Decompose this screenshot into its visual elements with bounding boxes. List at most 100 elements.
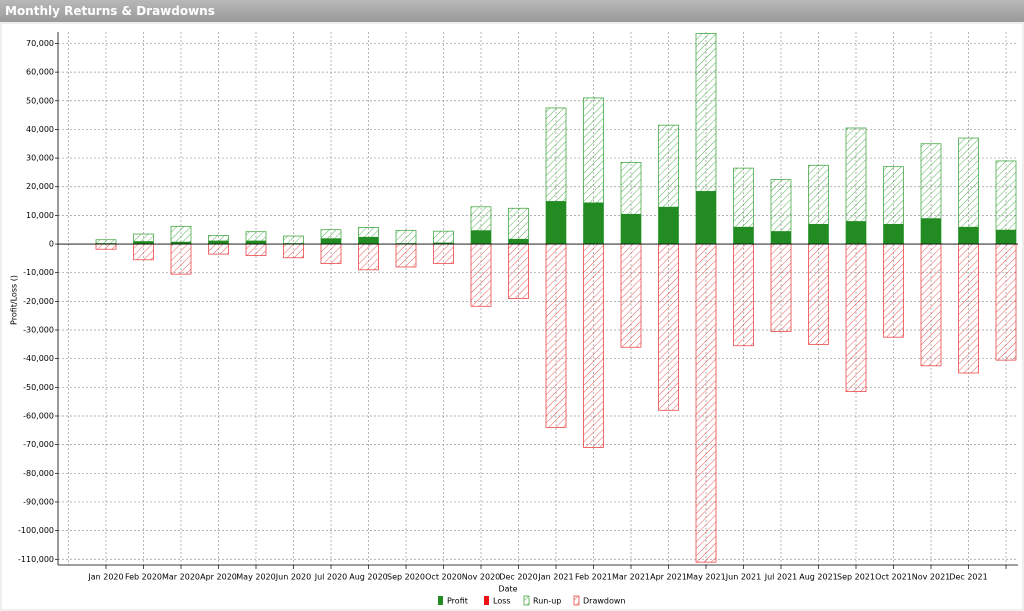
x-tick-label: Mar 2020 bbox=[162, 573, 200, 582]
x-tick-label: Dec 2020 bbox=[499, 573, 537, 582]
hatched-bar bbox=[770, 243, 792, 332]
hatched-bar bbox=[433, 230, 454, 245]
y-tick-label: -90,000 bbox=[23, 497, 54, 506]
bar bbox=[433, 242, 454, 245]
hatched-bar bbox=[508, 243, 529, 299]
bar bbox=[883, 223, 904, 245]
bar bbox=[583, 202, 604, 245]
x-tick-label: Apr 2020 bbox=[200, 573, 237, 582]
legend-label: Drawdown bbox=[583, 597, 625, 606]
hatched-bar bbox=[733, 243, 754, 347]
bar bbox=[246, 240, 266, 245]
hatched-bar bbox=[283, 243, 304, 259]
hatched-bar bbox=[320, 243, 342, 264]
legend-swatch bbox=[438, 596, 443, 605]
bar bbox=[321, 238, 341, 245]
y-tick-label: 40,000 bbox=[26, 125, 54, 134]
hatched-bar bbox=[883, 243, 904, 338]
y-tick-label: 10,000 bbox=[26, 211, 54, 220]
y-tick-label: 0 bbox=[49, 240, 54, 249]
y-tick-label: 20,000 bbox=[26, 182, 54, 191]
y-tick-label: -110,000 bbox=[18, 555, 54, 564]
x-tick-label: Mar 2021 bbox=[612, 573, 650, 582]
y-tick-label: -60,000 bbox=[23, 411, 54, 420]
hatched-bar bbox=[808, 243, 829, 345]
y-tick-label: 60,000 bbox=[26, 68, 54, 77]
bar bbox=[133, 241, 154, 245]
bar bbox=[621, 213, 641, 245]
x-tick-label: Aug 2020 bbox=[349, 573, 388, 582]
bar bbox=[771, 231, 791, 245]
y-tick-label: -10,000 bbox=[23, 268, 54, 277]
x-tick-label: Oct 2021 bbox=[875, 573, 912, 582]
bar bbox=[733, 226, 754, 245]
x-tick-label: Jun 2020 bbox=[275, 573, 311, 582]
hatched-bar bbox=[395, 229, 417, 245]
bar bbox=[996, 229, 1016, 245]
x-tick-label: Apr 2021 bbox=[650, 573, 687, 582]
x-tick-label: Sep 2020 bbox=[387, 573, 425, 582]
legend-swatch bbox=[523, 595, 530, 606]
x-tick-label: Jun 2021 bbox=[725, 573, 761, 582]
bar bbox=[358, 236, 379, 245]
hatched-bar bbox=[245, 243, 267, 256]
y-tick-label: -40,000 bbox=[23, 354, 54, 363]
hatched-bar bbox=[695, 243, 717, 563]
x-tick-label: Nov 2020 bbox=[462, 573, 501, 582]
x-tick-label: Jan 2020 bbox=[87, 573, 123, 582]
bar bbox=[846, 221, 866, 245]
y-tick-label: 70,000 bbox=[26, 39, 54, 48]
bar bbox=[546, 201, 566, 245]
hatched-bar bbox=[433, 243, 454, 264]
hatched-bar bbox=[920, 243, 942, 367]
bar bbox=[508, 238, 529, 245]
y-tick-label: -20,000 bbox=[23, 297, 54, 306]
legend-swatch bbox=[484, 596, 489, 605]
x-tick-label: Jul 2021 bbox=[764, 573, 798, 582]
hatched-bar bbox=[995, 243, 1017, 361]
legend-label: Run-up bbox=[533, 597, 561, 606]
hatched-bar bbox=[545, 243, 567, 428]
x-tick-label: Jan 2021 bbox=[537, 573, 573, 582]
hatched-bar bbox=[358, 243, 379, 271]
x-tick-label: Jul 2020 bbox=[314, 573, 348, 582]
bar bbox=[921, 218, 941, 245]
y-tick-label: -100,000 bbox=[18, 526, 54, 535]
x-tick-label: Nov 2021 bbox=[912, 573, 951, 582]
hatched-bar bbox=[845, 243, 867, 392]
x-tick-label: Sep 2021 bbox=[837, 573, 875, 582]
y-tick-label: -30,000 bbox=[23, 326, 54, 335]
hatched-bar bbox=[170, 225, 192, 245]
bar bbox=[471, 230, 491, 245]
hatched-bar bbox=[958, 243, 979, 374]
x-tick-label: Oct 2020 bbox=[425, 573, 462, 582]
bar bbox=[171, 241, 191, 245]
hatched-bar bbox=[658, 243, 679, 411]
legend-label: Profit bbox=[447, 597, 468, 606]
hatched-bar bbox=[208, 243, 229, 255]
window-title: Monthly Returns & Drawdowns bbox=[0, 0, 1024, 22]
hatched-bar bbox=[620, 243, 642, 348]
bar bbox=[208, 240, 229, 245]
chart: Profit/Loss () Date 70,000 60,000 50,000 40… bbox=[0, 22, 1024, 611]
legend-swatch bbox=[573, 595, 580, 606]
y-tick-label: -80,000 bbox=[23, 469, 54, 478]
x-tick-label: May 2021 bbox=[686, 573, 725, 582]
legend-label: Loss bbox=[493, 597, 511, 606]
y-axis-title: Profit/Loss () bbox=[10, 275, 19, 325]
hatched-bar bbox=[95, 243, 117, 250]
bar bbox=[958, 226, 979, 245]
hatched-bar bbox=[283, 235, 304, 245]
hatched-bar bbox=[133, 243, 154, 261]
hatched-bar bbox=[395, 243, 417, 268]
x-tick-label: Feb 2020 bbox=[125, 573, 162, 582]
y-tick-label: 50,000 bbox=[26, 96, 54, 105]
y-tick-label: 30,000 bbox=[26, 154, 54, 163]
y-tick-label: -70,000 bbox=[23, 440, 54, 449]
bar bbox=[658, 206, 679, 245]
x-tick-label: May 2020 bbox=[236, 573, 275, 582]
x-tick-label: Dec 2021 bbox=[949, 573, 987, 582]
x-tick-label: Feb 2021 bbox=[575, 573, 612, 582]
hatched-bar bbox=[470, 243, 492, 307]
